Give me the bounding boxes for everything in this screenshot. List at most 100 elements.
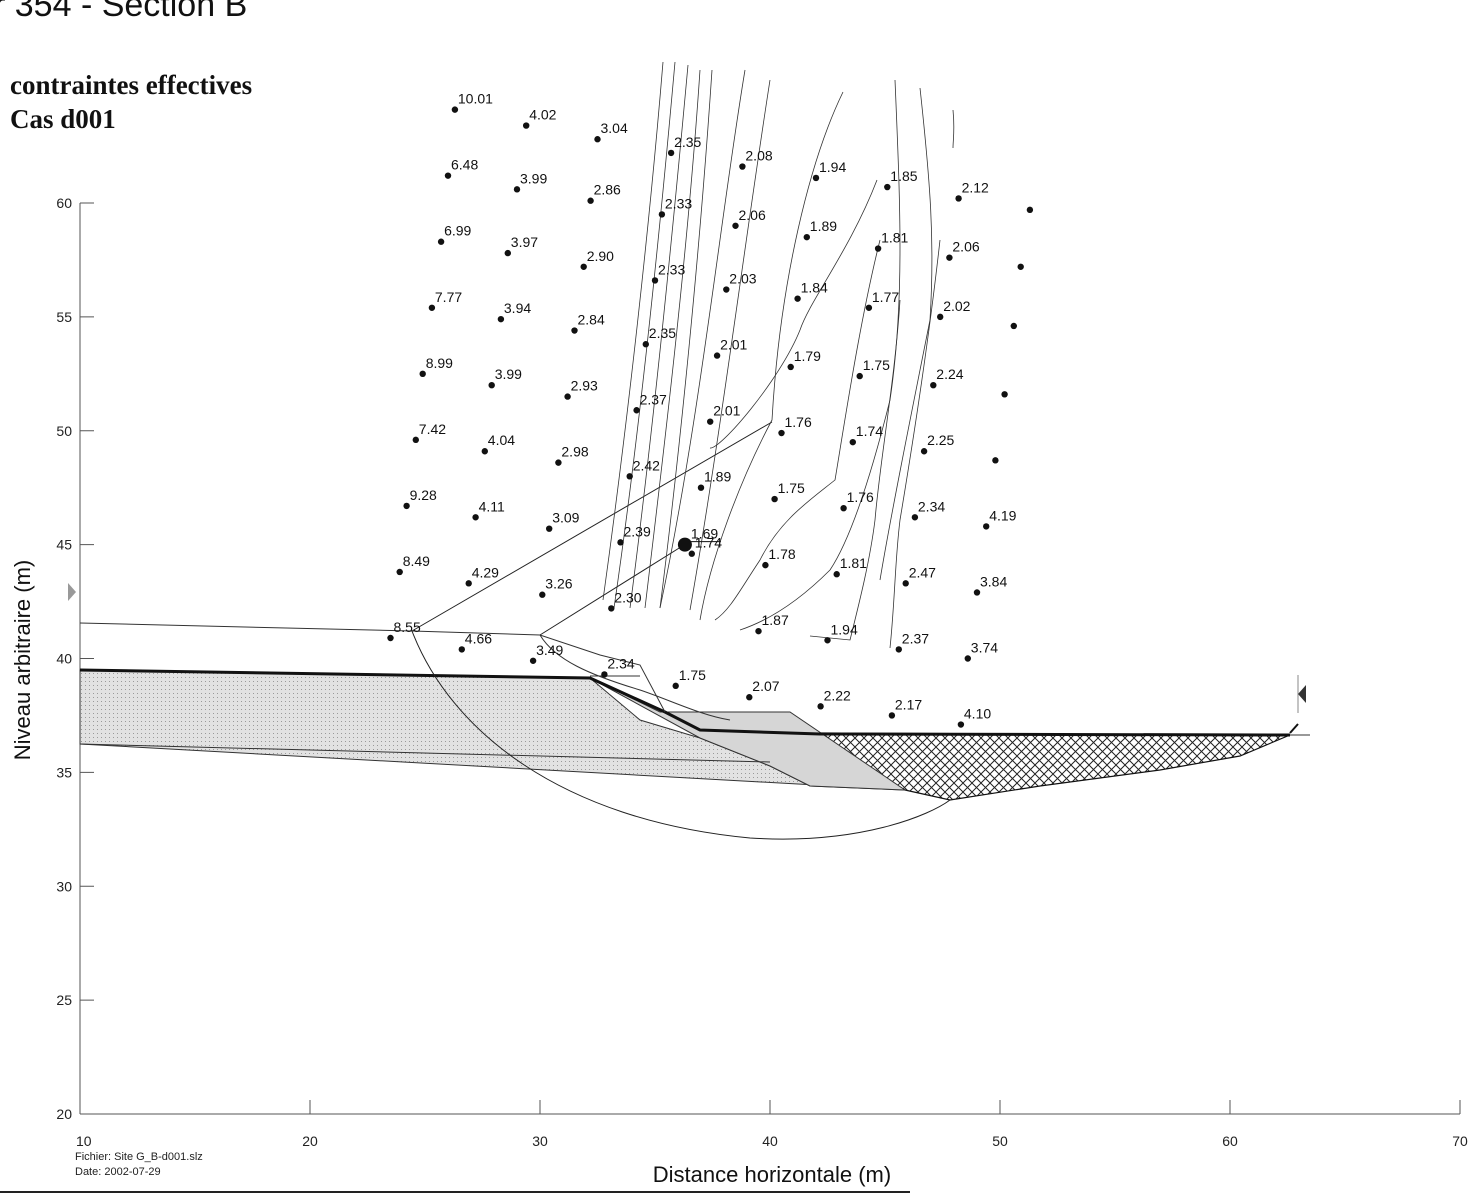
factor-of-safety-label: 9.28	[410, 487, 437, 503]
x-tick-label: 50	[992, 1133, 1008, 1149]
factor-of-safety-label: 10.01	[458, 91, 493, 107]
grid-point	[601, 671, 608, 678]
grid-point	[697, 484, 705, 491]
factor-of-safety-label: 1.74	[695, 535, 722, 551]
grid-point	[497, 315, 505, 323]
bottom-rule	[0, 1191, 910, 1193]
grid-point	[539, 591, 546, 598]
chart-title: r 354 - Section B	[0, 0, 248, 24]
factor-of-safety-label: 2.35	[649, 325, 676, 341]
factor-of-safety-label: 4.66	[465, 630, 492, 646]
contour-line	[644, 69, 701, 609]
grid-point	[833, 571, 840, 578]
grid-point	[755, 627, 762, 635]
factor-of-safety-label: 1.74	[856, 423, 883, 439]
factor-of-safety-label: 2.33	[665, 195, 692, 211]
factor-of-safety-label: 1.78	[768, 546, 795, 562]
factor-of-safety-label: 4.04	[488, 432, 515, 448]
x-tick-label: 40	[762, 1133, 778, 1149]
grid-point	[817, 703, 824, 710]
factor-of-safety-label: 6.48	[451, 157, 478, 173]
factor-of-safety-label: 2.37	[902, 630, 929, 646]
factor-of-safety-label: 2.25	[927, 432, 954, 448]
left-limit-marker	[68, 583, 76, 601]
right-limit-marker	[1298, 685, 1306, 703]
factor-of-safety-label: 2.39	[624, 523, 651, 539]
grid-point	[488, 382, 495, 389]
factor-of-safety-label: 2.47	[909, 564, 936, 580]
factor-of-safety-label: 4.11	[479, 498, 505, 514]
factor-of-safety-label: 1.79	[794, 348, 821, 364]
y-tick-label: 45	[56, 537, 72, 553]
grid-point	[946, 254, 953, 261]
factor-of-safety-label: 1.76	[785, 414, 812, 430]
factor-of-safety-label: 3.49	[536, 642, 563, 658]
grid-point	[746, 694, 753, 701]
y-axis-title: Niveau arbitraire (m)	[10, 560, 35, 761]
inner-slip-surface	[539, 634, 731, 721]
grid-point	[973, 589, 981, 596]
factor-of-safety-label: 2.86	[594, 182, 621, 198]
grid-point	[555, 459, 562, 466]
y-tick-label: 20	[56, 1106, 72, 1122]
grid-point	[472, 514, 479, 521]
grid-point	[739, 163, 746, 170]
y-tick-label: 35	[56, 764, 72, 780]
factor-of-safety-label: 2.90	[587, 248, 614, 264]
grid-point	[824, 637, 831, 644]
subtitle-line-1: contraintes effectives	[10, 70, 253, 100]
factor-of-safety-label: 7.42	[419, 421, 446, 437]
contour-lines	[602, 61, 955, 649]
grid-point	[419, 370, 426, 378]
factor-of-safety-label: 3.04	[601, 120, 628, 136]
y-tick-label: 50	[56, 423, 72, 439]
grid-point	[787, 363, 794, 371]
factor-of-safety-label: 3.99	[495, 366, 522, 382]
grid-point	[437, 238, 445, 245]
critical-factor-label: 1.69	[691, 526, 718, 542]
grid-point	[812, 174, 820, 182]
critical-slip-circle	[411, 630, 951, 840]
x-tick-label: 60	[1222, 1133, 1238, 1149]
y-tick-label: 40	[56, 651, 72, 667]
chart-subtitle: contraintes effectives Cas d001	[10, 68, 252, 136]
grid-point	[902, 580, 909, 587]
contour-line	[714, 239, 881, 621]
grid-point	[895, 646, 902, 653]
grid-point	[672, 682, 679, 690]
factor-of-safety-label: 4.10	[964, 706, 991, 722]
factor-of-safety-label: 1.89	[704, 469, 731, 485]
grid-point	[651, 277, 659, 284]
contour-line	[659, 69, 746, 609]
grid-point	[865, 304, 873, 311]
grid-point	[428, 304, 436, 311]
grid-point	[594, 136, 601, 143]
x-tick-label: 70	[1452, 1133, 1468, 1149]
radius-line-right	[539, 544, 685, 636]
grid-point	[546, 525, 553, 532]
factor-of-safety-label: 2.34	[607, 655, 634, 671]
grid-point	[513, 186, 521, 193]
factor-of-safety-label: 2.30	[614, 589, 641, 605]
factor-of-safety-label: 1.75	[863, 357, 890, 373]
factor-of-safety-label: 1.81	[881, 230, 908, 246]
factor-of-safety-label: 3.74	[971, 640, 998, 656]
slip-radius-lines	[411, 421, 773, 636]
factor-of-safety-label: 8.55	[394, 619, 421, 635]
factor-of-safety-label: 1.81	[840, 555, 867, 571]
grid-point	[626, 473, 633, 480]
factor-of-safety-label: 2.37	[640, 391, 667, 407]
factor-of-safety-label: 2.35	[674, 134, 701, 150]
grid-point	[920, 448, 928, 455]
contour-line	[602, 61, 664, 601]
grid-points: 10.01 4.02 3.04 2.35 2.08 1.94 1.85 2.12 6.48 3.9…	[387, 91, 1034, 728]
factor-of-safety-label: 2.08	[745, 148, 772, 164]
subtitle-line-2: Cas d001	[10, 104, 116, 134]
factor-of-safety-label: 2.98	[561, 444, 588, 460]
grid-point	[667, 149, 675, 157]
factor-of-safety-label: 3.94	[504, 300, 531, 316]
x-tick-label: 30	[532, 1133, 548, 1149]
factor-of-safety-label: 4.02	[529, 107, 556, 123]
grid-point	[771, 495, 778, 503]
